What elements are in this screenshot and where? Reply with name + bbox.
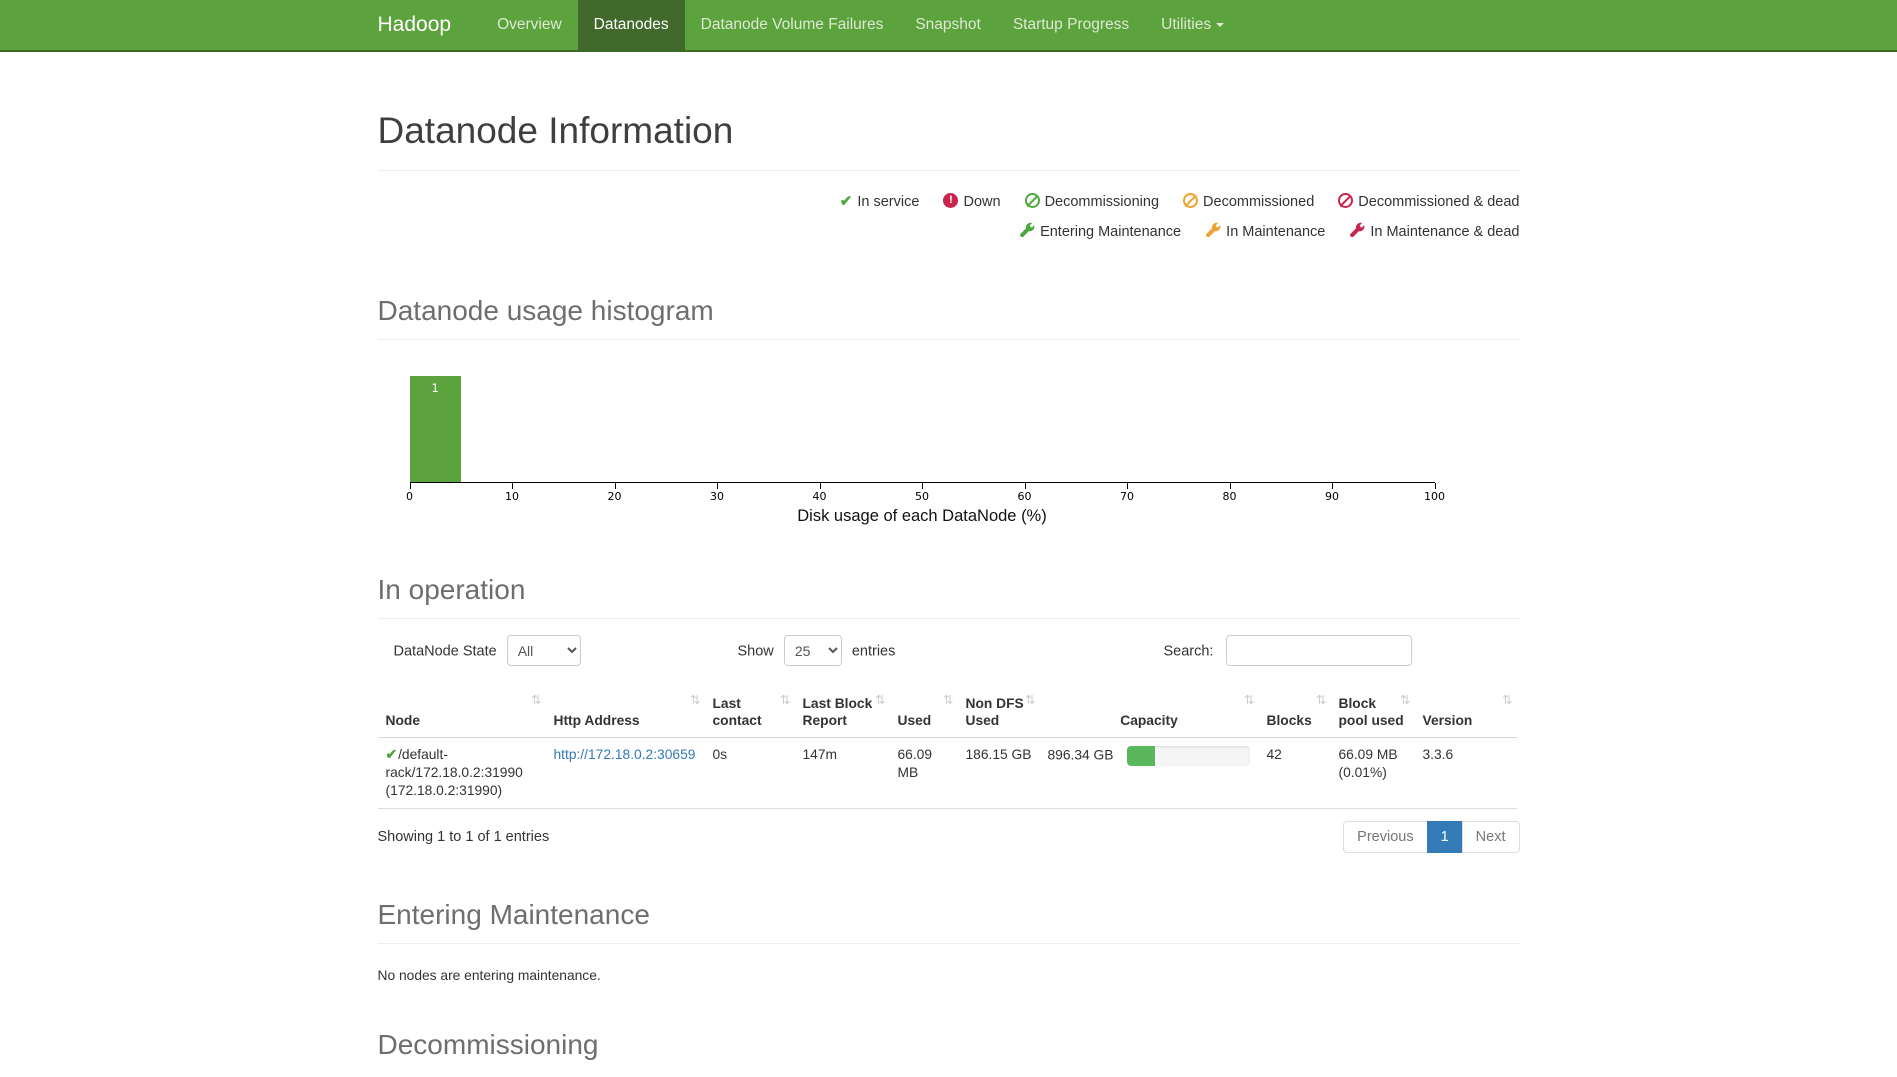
col-non-dfs-used-header[interactable]: Non DFS Used [957, 689, 1040, 739]
node-cell: ✔/default-rack/172.18.0.2:31990 (172.18.… [377, 737, 546, 810]
show-entries-control: Show 25 entries [737, 635, 896, 666]
status-legend: In service Down Decommissioning Decommis… [378, 187, 1520, 247]
divider [377, 170, 1520, 171]
sort-icon[interactable] [875, 692, 885, 708]
last-block-report-cell: 147m [794, 737, 890, 810]
legend-item-down: Down [943, 187, 1001, 217]
page-title: Datanode Information [377, 110, 734, 151]
col-block-pool-used-header[interactable]: Block pool used [1330, 689, 1415, 739]
legend-row-1: In service Down Decommissioning Decommis… [378, 187, 1520, 217]
entering-maintenance-section-title: Entering Maintenance [377, 899, 650, 931]
col-http-address-header[interactable]: Http Address [545, 689, 705, 739]
histogram-section-title: Datanode usage histogram [377, 295, 714, 326]
datanode-state-select[interactable]: All [506, 635, 581, 666]
nav-item-snapshot[interactable]: Snapshot [915, 16, 981, 33]
histogram-plot: 1 0 10 20 30 40 50 60 70 80 90 100 [406, 350, 1445, 503]
divider [377, 339, 1520, 340]
next-button[interactable]: Next [1461, 821, 1520, 854]
used-cell: 66.09 MB [889, 737, 958, 810]
sort-icon[interactable] [1244, 692, 1254, 708]
capacity-bar-fill [1127, 746, 1155, 767]
sort-icon[interactable] [1316, 692, 1326, 708]
show-label: Show [737, 643, 774, 660]
legend-row-2: Entering Maintenance In Maintenance In M… [378, 217, 1520, 247]
blocks-cell: 42 [1258, 737, 1331, 810]
datanode-state-filter: DataNode State All [394, 635, 587, 666]
divider [377, 943, 1520, 945]
http-address-cell: http://172.18.0.2:30659 [545, 737, 705, 810]
histogram-bar: 1 [409, 376, 461, 482]
ban-circle-icon [1183, 193, 1199, 208]
sort-icon[interactable] [780, 692, 790, 708]
datanodes-table: Node Http Address Last contact Last Bloc… [377, 689, 1517, 810]
col-last-contact-header[interactable]: Last contact [704, 689, 795, 739]
sort-icon[interactable] [943, 692, 953, 708]
ban-circle-icon [1338, 193, 1354, 208]
histogram-x-axis-label: Disk usage of each DataNode (%) [797, 507, 1047, 525]
legend-item-decommissioning: Decommissioning [1024, 187, 1159, 217]
col-capacity-header[interactable]: Capacity [1039, 689, 1259, 739]
col-node-header[interactable]: Node [377, 689, 546, 739]
entries-label: entries [851, 643, 896, 660]
wrench-icon [1019, 222, 1035, 238]
datanode-state-label: DataNode State [393, 643, 497, 660]
legend-item-decommissioned-dead: Decommissioned & dead [1338, 187, 1520, 217]
nav-item-datanodes[interactable]: Datanodes [577, 0, 685, 50]
version-cell: 3.3.6 [1414, 737, 1517, 810]
last-contact-cell: 0s [704, 737, 795, 810]
pagination: Previous 1 Next [1343, 821, 1520, 854]
nav-item-startup-progress[interactable]: Startup Progress [1012, 16, 1130, 33]
navbar-menu: Overview Datanodes Datanode Volume Failu… [481, 0, 1240, 50]
legend-item-in-service: In service [840, 187, 919, 217]
decommissioning-section-title: Decommissioning [377, 1029, 599, 1061]
block-pool-used-cell: 66.09 MB (0.01%) [1330, 737, 1415, 810]
nav-item-utilities-dropdown[interactable]: Utilities [1145, 0, 1240, 50]
divider [377, 618, 1520, 619]
search-input[interactable] [1225, 635, 1412, 666]
http-address-link[interactable]: http://172.18.0.2:30659 [553, 747, 696, 763]
legend-item-entering-maintenance: Entering Maintenance [1019, 217, 1181, 247]
page-1-button[interactable]: 1 [1426, 821, 1463, 854]
sort-icon[interactable] [1025, 692, 1035, 708]
col-last-block-report-header[interactable]: Last Block Report [794, 689, 890, 739]
wrench-icon [1349, 222, 1365, 238]
navbar: Hadoop Overview Datanodes Datanode Volum… [0, 0, 1897, 52]
caret-down-icon [1216, 23, 1225, 27]
table-controls: DataNode State All Show 25 entries Searc… [378, 635, 1520, 667]
histogram-bar-label: 1 [431, 381, 439, 395]
hadoop-brand[interactable]: Hadoop [377, 13, 452, 36]
in-operation-section-title: In operation [377, 574, 526, 605]
non-dfs-used-cell: 186.15 GB [957, 737, 1040, 810]
table-footer: Showing 1 to 1 of 1 entries Previous 1 N… [377, 821, 1520, 854]
previous-button[interactable]: Previous [1343, 821, 1428, 854]
legend-item-decommissioned: Decommissioned [1183, 187, 1314, 217]
sort-icon[interactable] [690, 692, 700, 708]
exclamation-circle-icon [943, 193, 959, 208]
search-control: Search: [1163, 635, 1412, 666]
check-icon [840, 187, 853, 217]
nav-item-datanode-volume-failures[interactable]: Datanode Volume Failures [700, 16, 884, 33]
search-label: Search: [1163, 643, 1214, 660]
sort-icon[interactable] [531, 692, 541, 708]
datanode-usage-histogram: 1 0 10 20 30 40 50 60 70 80 90 100 Disk usage of e… [378, 350, 1520, 526]
entering-maintenance-message: No nodes are entering maintenance. [377, 968, 601, 984]
legend-item-in-maintenance-dead: In Maintenance & dead [1349, 217, 1520, 247]
capacity-cell: 896.34 GB [1039, 737, 1259, 810]
wrench-icon [1205, 222, 1221, 238]
col-blocks-header[interactable]: Blocks [1258, 689, 1331, 739]
col-used-header[interactable]: Used [889, 689, 958, 739]
show-entries-select[interactable]: 25 [783, 635, 842, 666]
capacity-bar [1127, 746, 1251, 767]
table-header-row: Node Http Address Last contact Last Bloc… [377, 689, 1517, 739]
legend-item-in-maintenance: In Maintenance [1205, 217, 1325, 247]
check-icon: ✔ [385, 747, 398, 763]
sort-icon[interactable] [1400, 692, 1410, 708]
sort-icon[interactable] [1502, 692, 1512, 708]
table-info: Showing 1 to 1 of 1 entries [377, 829, 550, 846]
table-row: ✔/default-rack/172.18.0.2:31990 (172.18.… [377, 737, 1517, 810]
col-version-header[interactable]: Version [1414, 689, 1517, 739]
nav-item-overview[interactable]: Overview [497, 16, 562, 33]
ban-circle-icon [1024, 193, 1040, 208]
